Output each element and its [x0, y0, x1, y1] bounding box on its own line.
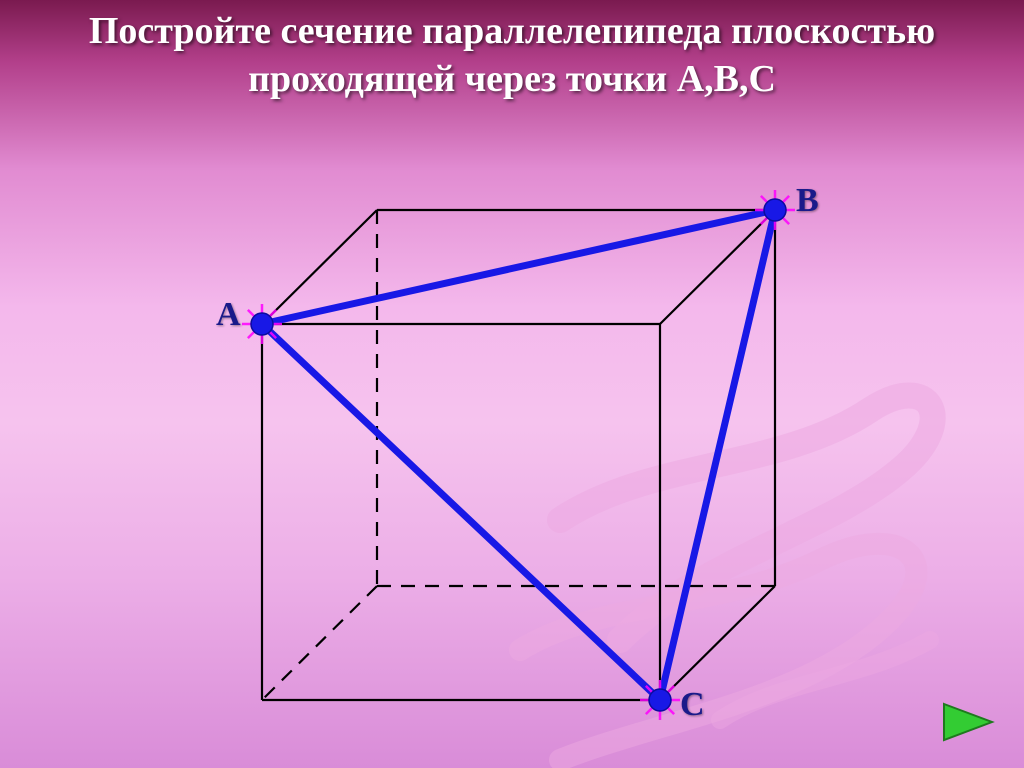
vertex-label-a: А — [216, 296, 241, 334]
vertex-label-b: В — [796, 182, 819, 220]
section-triangle — [262, 210, 775, 700]
diagram-container — [0, 0, 1024, 768]
slide: Постройте сечение параллелепипеда плоско… — [0, 0, 1024, 768]
diagram-svg — [0, 0, 1024, 768]
vertex-label-c: С — [680, 686, 705, 724]
cube-visible-edges — [262, 210, 775, 700]
cube-hidden-edges — [262, 210, 775, 700]
next-button[interactable] — [940, 700, 996, 744]
background-swirls — [520, 395, 933, 760]
arrow-right-icon — [940, 700, 996, 744]
